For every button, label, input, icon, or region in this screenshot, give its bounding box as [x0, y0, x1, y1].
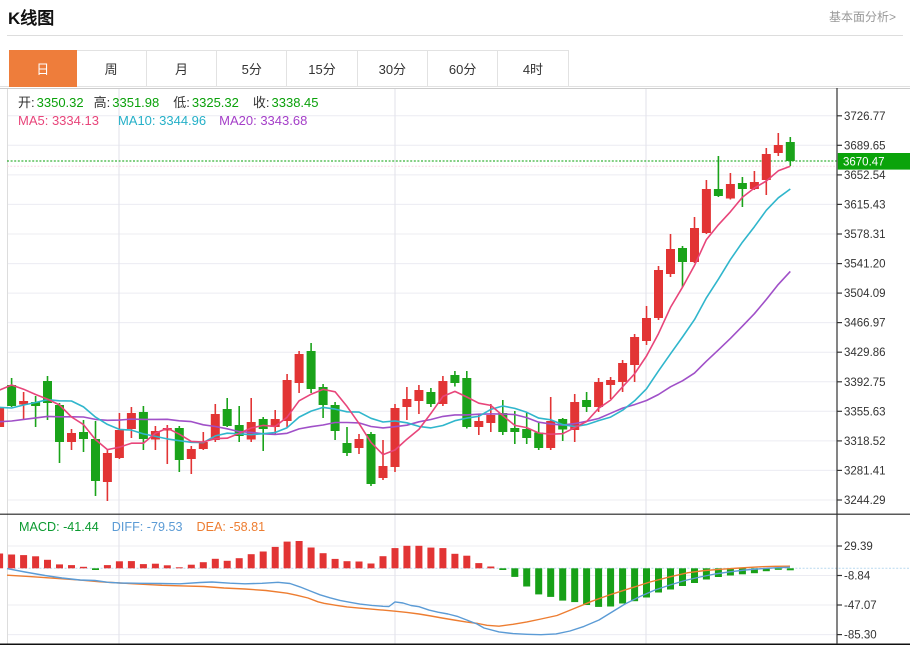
svg-text:3429.86: 3429.86 — [844, 347, 886, 359]
svg-text:3244.29: 3244.29 — [844, 495, 886, 507]
svg-text:3466.97: 3466.97 — [844, 318, 886, 330]
svg-text:-47.07: -47.07 — [844, 600, 877, 612]
svg-text:3578.31: 3578.31 — [844, 229, 886, 241]
svg-text:3541.20: 3541.20 — [844, 259, 886, 271]
svg-text:3615.43: 3615.43 — [844, 199, 886, 211]
svg-text:3504.09: 3504.09 — [844, 288, 886, 300]
svg-text:-85.30: -85.30 — [844, 630, 877, 642]
svg-text:3689.65: 3689.65 — [844, 140, 886, 152]
svg-text:3318.52: 3318.52 — [844, 436, 886, 448]
svg-text:3355.63: 3355.63 — [844, 406, 886, 418]
svg-text:3670.47: 3670.47 — [843, 156, 885, 168]
svg-text:开:3350.32高:3351.98低:3325.32收:3: 开: 3350.32 高: 3351.98 低: 3325.32 收: 3338.45 — [18, 95, 319, 110]
svg-text:3652.54: 3652.54 — [844, 170, 886, 182]
svg-text:3392.75: 3392.75 — [844, 377, 886, 389]
svg-text:-8.84: -8.84 — [844, 571, 871, 583]
svg-text:3281.41: 3281.41 — [844, 465, 886, 477]
svg-text:3726.77: 3726.77 — [844, 111, 886, 123]
svg-text:29.39: 29.39 — [844, 541, 873, 553]
